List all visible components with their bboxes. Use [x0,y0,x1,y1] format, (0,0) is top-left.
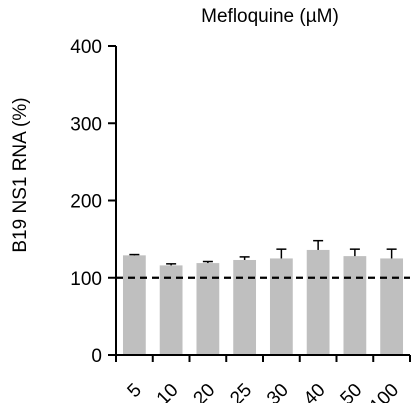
x-tick-label-5: 5 [124,380,146,402]
x-axis-ticks [115,355,411,362]
bar-10 [159,265,183,355]
x-tick-label-40: 40 [300,380,330,403]
bar-30 [269,258,293,355]
x-tick-label-100: 100 [366,380,403,403]
bar-100 [380,258,404,355]
x-axis-tick-labels: 5 10 20 25 30 40 50 100 [124,380,404,403]
bars [122,249,404,355]
x-tick-label-20: 20 [190,380,220,403]
y-tick-label-0: 0 [91,346,102,367]
error-bars [129,239,397,266]
x-tick-label-25: 25 [226,380,256,403]
x-tick-label-10: 10 [153,380,183,403]
x-tick-label-50: 50 [337,380,367,403]
bar-40 [306,249,330,355]
y-tick-label-200: 200 [70,192,102,213]
y-tick-label-100: 100 [70,269,102,290]
y-tick-label-400: 400 [70,37,102,58]
y-tick-label-300: 300 [70,114,102,135]
x-tick-label-30: 30 [263,380,293,403]
bar-5 [122,255,146,355]
bar-20 [196,263,220,355]
bar-25 [233,259,257,355]
bar-50 [343,256,367,355]
chart-title: Mefloquine (µM) [201,6,339,27]
y-axis-ticks: 0 100 200 300 400 [70,37,116,367]
